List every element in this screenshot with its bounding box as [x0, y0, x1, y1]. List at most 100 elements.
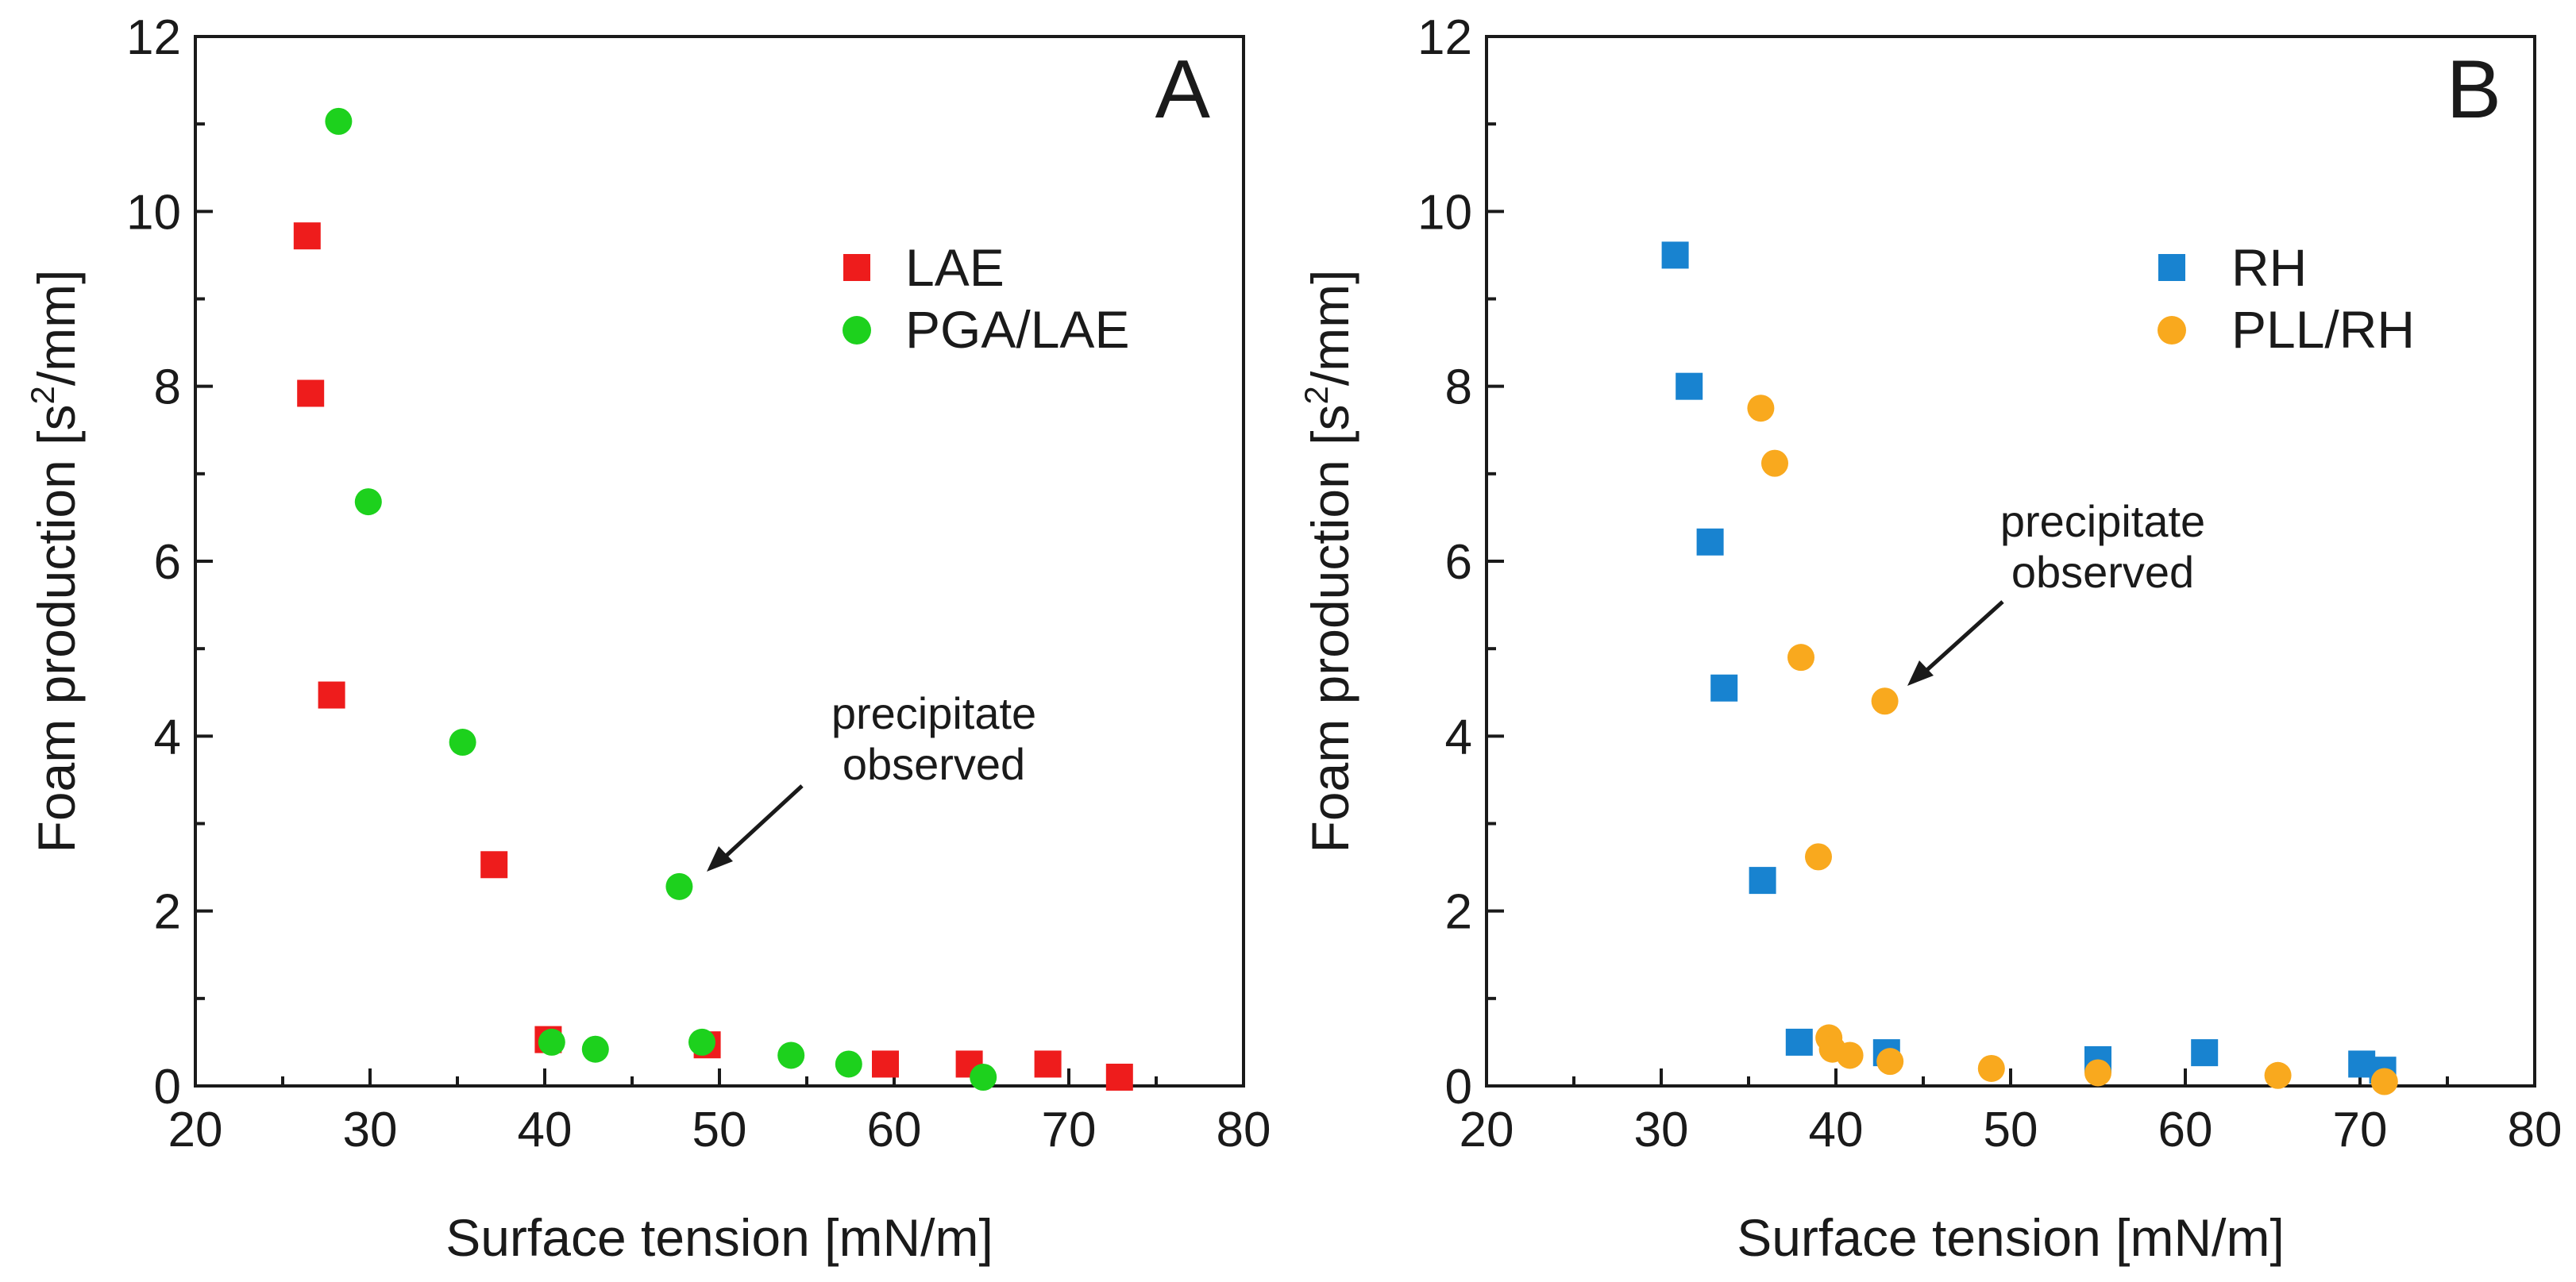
y-tick-label: 8: [154, 360, 181, 415]
annotation-line-2: observed: [2011, 547, 2194, 597]
data-point-lae: [1034, 1050, 1062, 1078]
y-tick-label: 12: [126, 10, 181, 65]
legend-label-lae: LAE: [905, 238, 1005, 297]
y-tick-labels-a: 0 2 4 6 8 10 12: [126, 10, 181, 1115]
y-axis-title-a: Foam production [s2/mm]: [24, 270, 86, 853]
data-point-pll-rh: [2264, 1061, 2292, 1089]
data-point-lae: [318, 681, 345, 709]
legend-swatch-pll-rh: [2158, 316, 2186, 345]
data-point-pga-lae: [354, 488, 382, 516]
data-point-rh: [1785, 1028, 1813, 1056]
data-points-b: [1661, 241, 2398, 1095]
data-point-pll-rh: [2084, 1059, 2111, 1087]
annotation-a: precipitate observed: [707, 688, 1036, 872]
plot-frame-a: [194, 35, 1245, 1088]
data-point-pga-lae: [581, 1035, 609, 1063]
data-point-pll-rh: [1787, 644, 1814, 672]
x-tick-label: 50: [1984, 1103, 2038, 1157]
data-points-a: [293, 107, 1133, 1091]
data-point-rh: [1676, 372, 1703, 400]
data-point-pga-lae: [688, 1028, 715, 1056]
y-tick-label: 2: [154, 885, 181, 940]
y-tick-label: 4: [1445, 710, 1472, 764]
data-point-lae: [297, 379, 325, 407]
x-tick-label: 70: [1042, 1103, 1097, 1157]
y-tick-label: 0: [1445, 1060, 1472, 1115]
data-point-rh: [1696, 528, 1724, 556]
x-tick-label: 40: [1809, 1103, 1864, 1157]
x-tick-label: 20: [1460, 1103, 1514, 1157]
panel-b: 20 30 40 50 60 70 80 0 2 4 6 8 10 12 Sur…: [1298, 10, 2562, 1267]
data-point-pll-rh: [1871, 687, 1899, 715]
legend-swatch-rh: [2158, 254, 2185, 281]
panel-label-b: B: [2447, 44, 2501, 136]
x-tick-label: 70: [2333, 1103, 2388, 1157]
data-point-pll-rh: [1977, 1054, 2005, 1082]
data-point-lae: [872, 1050, 899, 1078]
y-tick-label: 6: [154, 535, 181, 590]
y-tick-label: 0: [154, 1060, 181, 1115]
data-point-rh: [1661, 241, 1689, 269]
data-point-pll-rh: [1761, 449, 1788, 477]
data-point-rh: [1710, 674, 1738, 702]
annotation-line-1: precipitate: [2000, 496, 2205, 546]
x-tick-label: 50: [692, 1103, 747, 1157]
panel-a: 20 30 40 50 60 70 80 0 2 4 6 8 10 12 Sur…: [24, 10, 1271, 1267]
panel-label-a: A: [1155, 44, 1211, 136]
y-tick-label: 8: [1445, 360, 1472, 415]
annotation-arrowhead-b: [1907, 660, 1934, 686]
x-tick-label: 30: [343, 1103, 398, 1157]
x-tick-label: 60: [867, 1103, 922, 1157]
data-point-lae: [293, 222, 321, 250]
data-point-pga-lae: [449, 729, 476, 756]
data-point-pga-lae: [325, 107, 353, 135]
y-tick-labels-b: 0 2 4 6 8 10 12: [1417, 10, 1472, 1115]
y-tick-label: 12: [1417, 10, 1472, 65]
legend-label-pll-rh: PLL/RH: [2231, 300, 2415, 359]
data-point-pga-lae: [835, 1050, 862, 1078]
data-point-pga-lae: [665, 872, 693, 900]
data-point-pll-rh: [1805, 843, 1832, 871]
x-axis-title-a: Surface tension [mN/m]: [445, 1208, 993, 1267]
data-point-pll-rh: [1836, 1041, 1864, 1069]
legend-swatch-lae: [843, 254, 870, 281]
data-point-pga-lae: [970, 1063, 997, 1091]
x-tick-label: 60: [2158, 1103, 2213, 1157]
x-tick-label: 30: [1634, 1103, 1689, 1157]
legend-a: LAE PGA/LAE: [843, 238, 1129, 359]
data-point-pga-lae: [538, 1028, 565, 1056]
tick-marks-a: [194, 35, 1245, 1088]
data-point-lae: [480, 851, 508, 879]
x-axis-title-b: Surface tension [mN/m]: [1737, 1208, 2285, 1267]
legend-label-rh: RH: [2231, 238, 2307, 297]
y-tick-label: 10: [1417, 185, 1472, 240]
x-tick-labels-a: 20 30 40 50 60 70 80: [168, 1103, 1271, 1157]
x-tick-label: 80: [2508, 1103, 2563, 1157]
annotation-arrowhead-a: [707, 846, 733, 872]
x-tick-label: 20: [168, 1103, 223, 1157]
y-axis-title-b: Foam production [s2/mm]: [1298, 270, 1359, 853]
data-point-pll-rh: [1747, 395, 1775, 422]
x-tick-labels-b: 20 30 40 50 60 70 80: [1460, 1103, 2563, 1157]
legend-b: RH PLL/RH: [2158, 238, 2415, 359]
data-point-pll-rh: [1876, 1048, 1904, 1076]
data-point-pga-lae: [777, 1041, 805, 1069]
annotation-b: precipitate observed: [1907, 496, 2205, 686]
data-point-lae: [1105, 1063, 1133, 1091]
x-tick-label: 80: [1217, 1103, 1271, 1157]
data-point-rh: [1749, 867, 1776, 895]
y-tick-label: 6: [1445, 535, 1472, 590]
annotation-arrow-b: [1920, 600, 2004, 676]
y-tick-label: 2: [1445, 885, 1472, 940]
annotation-arrow-a: [719, 784, 804, 862]
annotation-line-2: observed: [843, 739, 1025, 789]
legend-label-pga-lae: PGA/LAE: [905, 300, 1129, 359]
y-tick-label: 4: [154, 710, 181, 764]
x-tick-label: 40: [518, 1103, 573, 1157]
legend-swatch-pga-lae: [843, 316, 871, 345]
annotation-line-1: precipitate: [831, 688, 1036, 738]
y-tick-label: 10: [126, 185, 181, 240]
data-point-pll-rh: [2370, 1068, 2398, 1095]
data-point-rh: [2191, 1039, 2219, 1067]
